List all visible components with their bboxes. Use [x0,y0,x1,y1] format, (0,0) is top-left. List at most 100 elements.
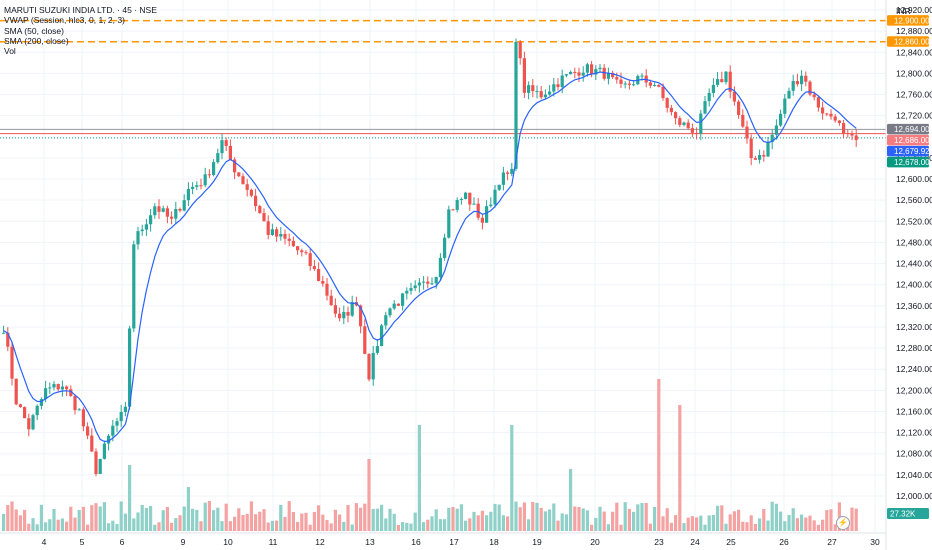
candle [266,215,270,240]
candle [237,172,241,178]
candle [27,413,31,437]
candle [837,120,841,126]
time-tick-label: 26 [779,537,789,547]
volume-bar [195,509,199,531]
volume-bar [816,524,820,531]
volume-bar [115,524,119,531]
volume-bar [648,523,652,531]
candle [203,167,207,188]
candle [10,341,14,386]
candle [308,248,312,271]
candle [690,123,694,138]
candle [745,120,749,144]
volume-bar [821,519,825,531]
time-tick-label: 18 [489,537,499,547]
lightning-icon[interactable]: ⚡ [836,516,850,530]
volume-bar [140,504,144,531]
candle [753,155,757,160]
candle [606,67,610,85]
volume-bar [216,507,220,531]
candle [401,292,405,311]
grid-lines [0,0,886,533]
price-tick-label: 12,440.00 [896,259,932,269]
legend-vwap[interactable]: VWAP (Session, hlc3, 0, 1, 2, 3) [4,15,125,26]
candle [552,78,556,97]
time-axis-ticks: 4 5 6 9 10 11 12 13 16 17 18 19 20 23 24 25 26 27 30 [42,537,880,547]
volume-bar [447,507,451,531]
time-tick-label: 10 [223,537,233,547]
candle [73,394,77,415]
volume-bar [615,502,619,531]
legend-sma200[interactable]: SMA (200, close) [4,35,69,46]
candle [107,433,111,451]
candle [18,403,22,408]
volume-bar [136,512,140,531]
volume-bar [434,509,438,531]
volume-bar [300,513,304,531]
candle [300,248,304,257]
volume-bar [371,508,375,531]
price-tick-label: 12,800.00 [896,68,932,78]
candle [443,233,447,261]
volume-bar [493,503,497,531]
candle [703,96,707,115]
volume-bar [783,521,787,531]
candle [678,116,682,128]
price-tick-label: 12,200.00 [896,385,932,395]
time-tick-label: 13 [365,537,375,547]
volume-bar [518,507,522,531]
candle [287,233,291,247]
volume-bar [711,514,715,531]
volume-bar [556,520,560,531]
volume-bar [245,513,249,531]
volume-bar [111,520,115,531]
candle [212,159,216,177]
candle [762,150,766,162]
volume-bar [191,508,195,531]
candle [90,428,94,453]
candle [749,134,753,166]
volume-bar [438,519,442,531]
volume-bar [228,521,232,531]
volume-bar [249,501,253,531]
candle [60,380,64,397]
currency-label[interactable]: INR [896,6,911,16]
volume-bar [485,515,489,531]
volume-bar [758,518,762,531]
volume-bar [854,508,858,531]
candle [590,60,594,78]
volume-bar [791,508,795,531]
candle [783,93,787,119]
volume-bar [640,503,644,531]
volume-bar [367,459,371,531]
legend-vol[interactable]: Vol [4,46,16,57]
volume-bar [770,501,774,531]
volume-bar [535,502,539,531]
candle [737,99,741,119]
volume-bar [254,514,258,531]
volume-bar [380,504,384,531]
candle [35,404,39,421]
candle [518,40,522,65]
volume-bar [531,501,535,531]
candle [821,101,825,120]
volume-bar [170,522,174,531]
volume-bar [728,514,732,531]
volume-bar [304,512,308,531]
candle [115,417,119,432]
price-tick-label: 12,080.00 [896,449,932,459]
volume-bar [69,506,73,531]
volume-bar [207,501,211,531]
candle [363,319,367,355]
volume-bar [388,508,392,531]
volume-bar [623,502,627,531]
volume-bar [480,510,484,531]
candle [422,275,426,290]
volume-bar [157,522,161,531]
volume-bar [577,507,581,531]
candle [329,289,333,306]
volume-bar [665,508,669,531]
legend-sma50[interactable]: SMA (50, close) [4,25,64,36]
volume-bar [27,523,31,531]
